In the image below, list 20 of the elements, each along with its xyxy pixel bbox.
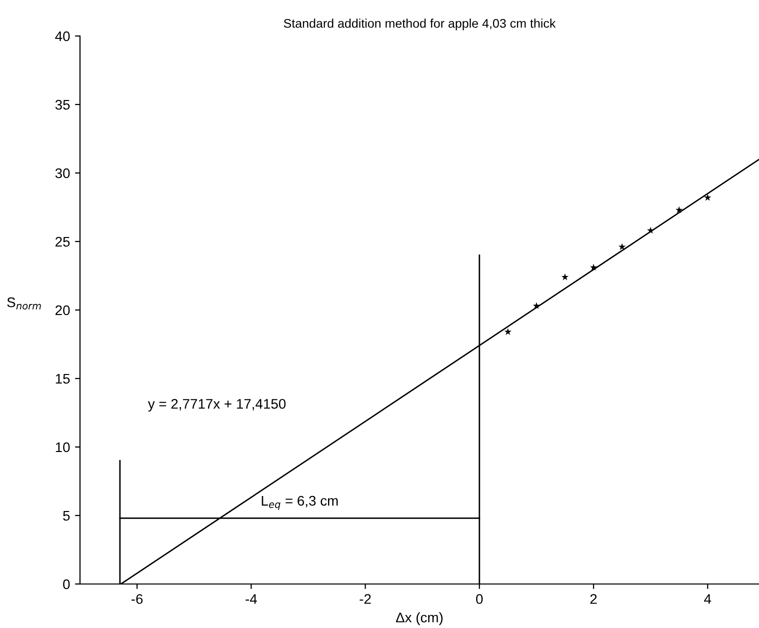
y-tick-label: 35 [55,100,70,110]
x-tick-label: -2 [360,594,371,604]
y-tick-label: 20 [56,305,70,316]
x-tick-label: -6 [132,594,143,604]
chart-title: Standard addition method for apple 4,03 cm thick [284,18,556,30]
x-tick-label: 4 [704,594,712,604]
y-tick-label: 15 [56,374,70,384]
annotation: y = 2,7717x + 17,4150 [148,398,286,412]
x-tick-label: -4 [246,594,257,604]
y-tick-label: 0 [63,579,70,590]
y-tick-label: 30 [55,168,70,178]
x-axis-title: Δx (cm) [396,612,443,626]
y-tick-label: 25 [56,236,70,247]
y-tick-label: 10 [56,442,70,452]
y-tick-label: 5 [63,510,70,521]
y-axis-title: S$_{norm}$ [7,297,41,310]
x-tick-label: 2 [590,594,597,604]
annotation: L$_{eq}$ = 6,3 cm [262,496,338,510]
x-tick-label: 0 [476,594,483,604]
y-tick-label: 40 [55,31,70,42]
